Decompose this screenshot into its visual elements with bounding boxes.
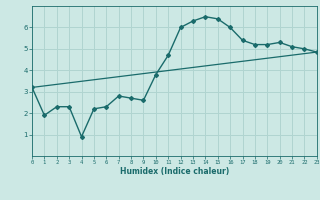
X-axis label: Humidex (Indice chaleur): Humidex (Indice chaleur) (120, 167, 229, 176)
